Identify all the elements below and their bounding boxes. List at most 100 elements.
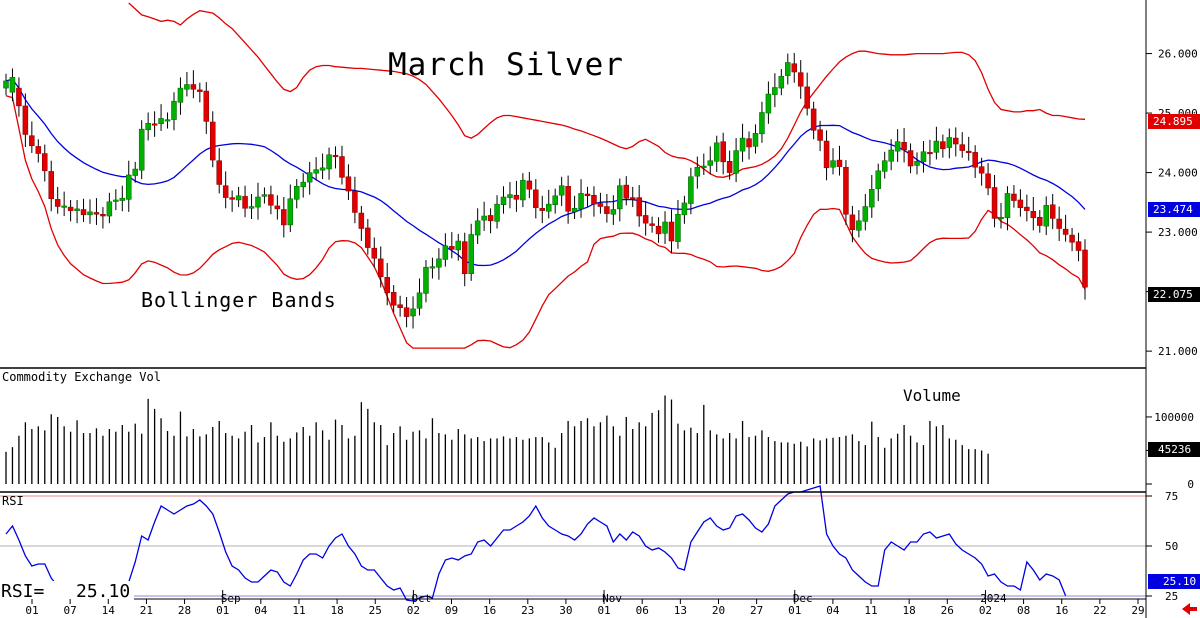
price-candle [998, 202, 1004, 229]
price-candle [1075, 232, 1082, 262]
candle-body-up [429, 266, 436, 269]
price-candle [235, 186, 242, 208]
candle-body-down [371, 247, 378, 259]
candle-body-up [946, 137, 953, 148]
price-candle [9, 68, 16, 102]
price-candle [875, 163, 881, 202]
price-candle [907, 143, 914, 174]
candle-body-up [61, 205, 67, 208]
candle-body-down [390, 291, 397, 306]
rsi-readout-box [0, 581, 134, 601]
date-tick-label: 20 [712, 604, 725, 617]
candle-body-down [274, 205, 281, 210]
date-tick-label: 22 [1093, 604, 1106, 617]
date-tick-label: 21 [140, 604, 153, 617]
candle-body-up [507, 194, 513, 198]
candle-body-down [907, 150, 914, 167]
price-candle [248, 194, 255, 220]
price-candle [42, 144, 48, 182]
date-tick-label: 16 [483, 604, 496, 617]
candle-body-down [959, 144, 965, 151]
price-candle [991, 174, 998, 228]
candle-body-up [1004, 193, 1011, 219]
candle-body-up [765, 93, 772, 114]
price-candle [688, 167, 694, 215]
price-candle [681, 195, 688, 224]
candle-body-up [248, 206, 255, 209]
candle-body-up [778, 75, 785, 89]
price-candle [604, 194, 610, 223]
candle-body-down [836, 159, 843, 167]
price-candle [1024, 194, 1030, 222]
candle-body-down [791, 63, 798, 73]
price-candle [720, 132, 726, 175]
date-tick-label: 04 [826, 604, 840, 617]
price-candle [920, 141, 927, 173]
candle-body-down [972, 152, 978, 168]
price-candle [610, 195, 617, 225]
price-candle [384, 263, 390, 306]
candle-body-up [914, 161, 920, 166]
price-candle [481, 201, 487, 231]
price-candle [869, 174, 875, 218]
candle-body-down [48, 171, 54, 200]
candle-body-up [662, 221, 668, 234]
price-candle [487, 208, 494, 234]
price-candle [533, 179, 539, 219]
volume-last-tag-value: 45236 [1158, 443, 1191, 456]
price-candle [849, 205, 856, 243]
price-tick-label: 23.000 [1158, 226, 1198, 239]
candle-body-up [545, 203, 552, 212]
price-candle [423, 260, 429, 303]
candle-body-down [345, 176, 352, 192]
price-candle [642, 201, 649, 236]
candle-body-down [42, 153, 48, 172]
candle-body-down [16, 87, 22, 107]
candle-body-up [455, 240, 462, 251]
candle-body-down [604, 206, 610, 214]
price-candle [326, 147, 332, 180]
candle-body-down [35, 146, 42, 154]
price-candle [106, 192, 113, 224]
candle-body-down [487, 215, 494, 222]
price-candle [371, 237, 378, 268]
date-tick-label: 11 [864, 604, 877, 617]
price-candle [797, 60, 804, 99]
price-candle [1056, 206, 1062, 242]
price-candle [468, 223, 474, 281]
date-tick-label: 01 [597, 604, 610, 617]
candle-body-down [203, 90, 210, 122]
price-candle [726, 150, 733, 180]
price-candle [145, 112, 151, 141]
candle-body-down [1030, 211, 1037, 219]
candle-body-down [190, 84, 197, 90]
candle-body-up [701, 165, 707, 169]
candle-body-up [1043, 205, 1049, 227]
rsi-last-tag [1148, 574, 1200, 589]
price-candle [694, 156, 701, 189]
candle-body-up [759, 112, 765, 135]
candle-body-down [565, 186, 571, 212]
scroll-right-arrow-icon[interactable] [1182, 603, 1197, 615]
volume-tick-label: 100000 [1154, 411, 1194, 424]
candle-body-down [526, 180, 533, 190]
candle-body-down [1056, 218, 1062, 229]
candle-body-up [881, 160, 888, 172]
candle-body-down [636, 197, 642, 217]
upper-band-line [128, 2, 1086, 178]
candle-body-up [481, 215, 487, 221]
candle-body-up [869, 188, 875, 208]
candle-body-down [985, 173, 991, 189]
price-candle [48, 160, 54, 212]
candle-body-up [785, 62, 791, 76]
candle-body-down [229, 197, 235, 200]
month-label: Dec [793, 592, 813, 605]
rsi-tick-label: 25 [1165, 590, 1178, 603]
price-candle [1037, 210, 1043, 233]
candle-body-down [1069, 234, 1075, 243]
candle-body-up [688, 176, 694, 204]
price-candle [1062, 214, 1069, 242]
candle-body-up [856, 220, 862, 231]
candle-body-down [965, 150, 972, 153]
price-candle [662, 211, 668, 244]
